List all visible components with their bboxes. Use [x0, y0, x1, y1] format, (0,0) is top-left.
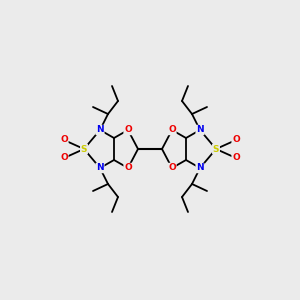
Text: O: O — [60, 154, 68, 163]
Text: S: S — [213, 145, 219, 154]
Text: O: O — [232, 136, 240, 145]
Text: O: O — [124, 164, 132, 172]
Text: O: O — [60, 136, 68, 145]
Text: O: O — [168, 125, 176, 134]
Text: S: S — [81, 145, 87, 154]
Text: N: N — [96, 164, 104, 172]
Text: O: O — [232, 154, 240, 163]
Text: O: O — [168, 164, 176, 172]
Text: N: N — [96, 125, 104, 134]
Text: N: N — [196, 164, 204, 172]
Text: O: O — [124, 125, 132, 134]
Text: N: N — [196, 125, 204, 134]
